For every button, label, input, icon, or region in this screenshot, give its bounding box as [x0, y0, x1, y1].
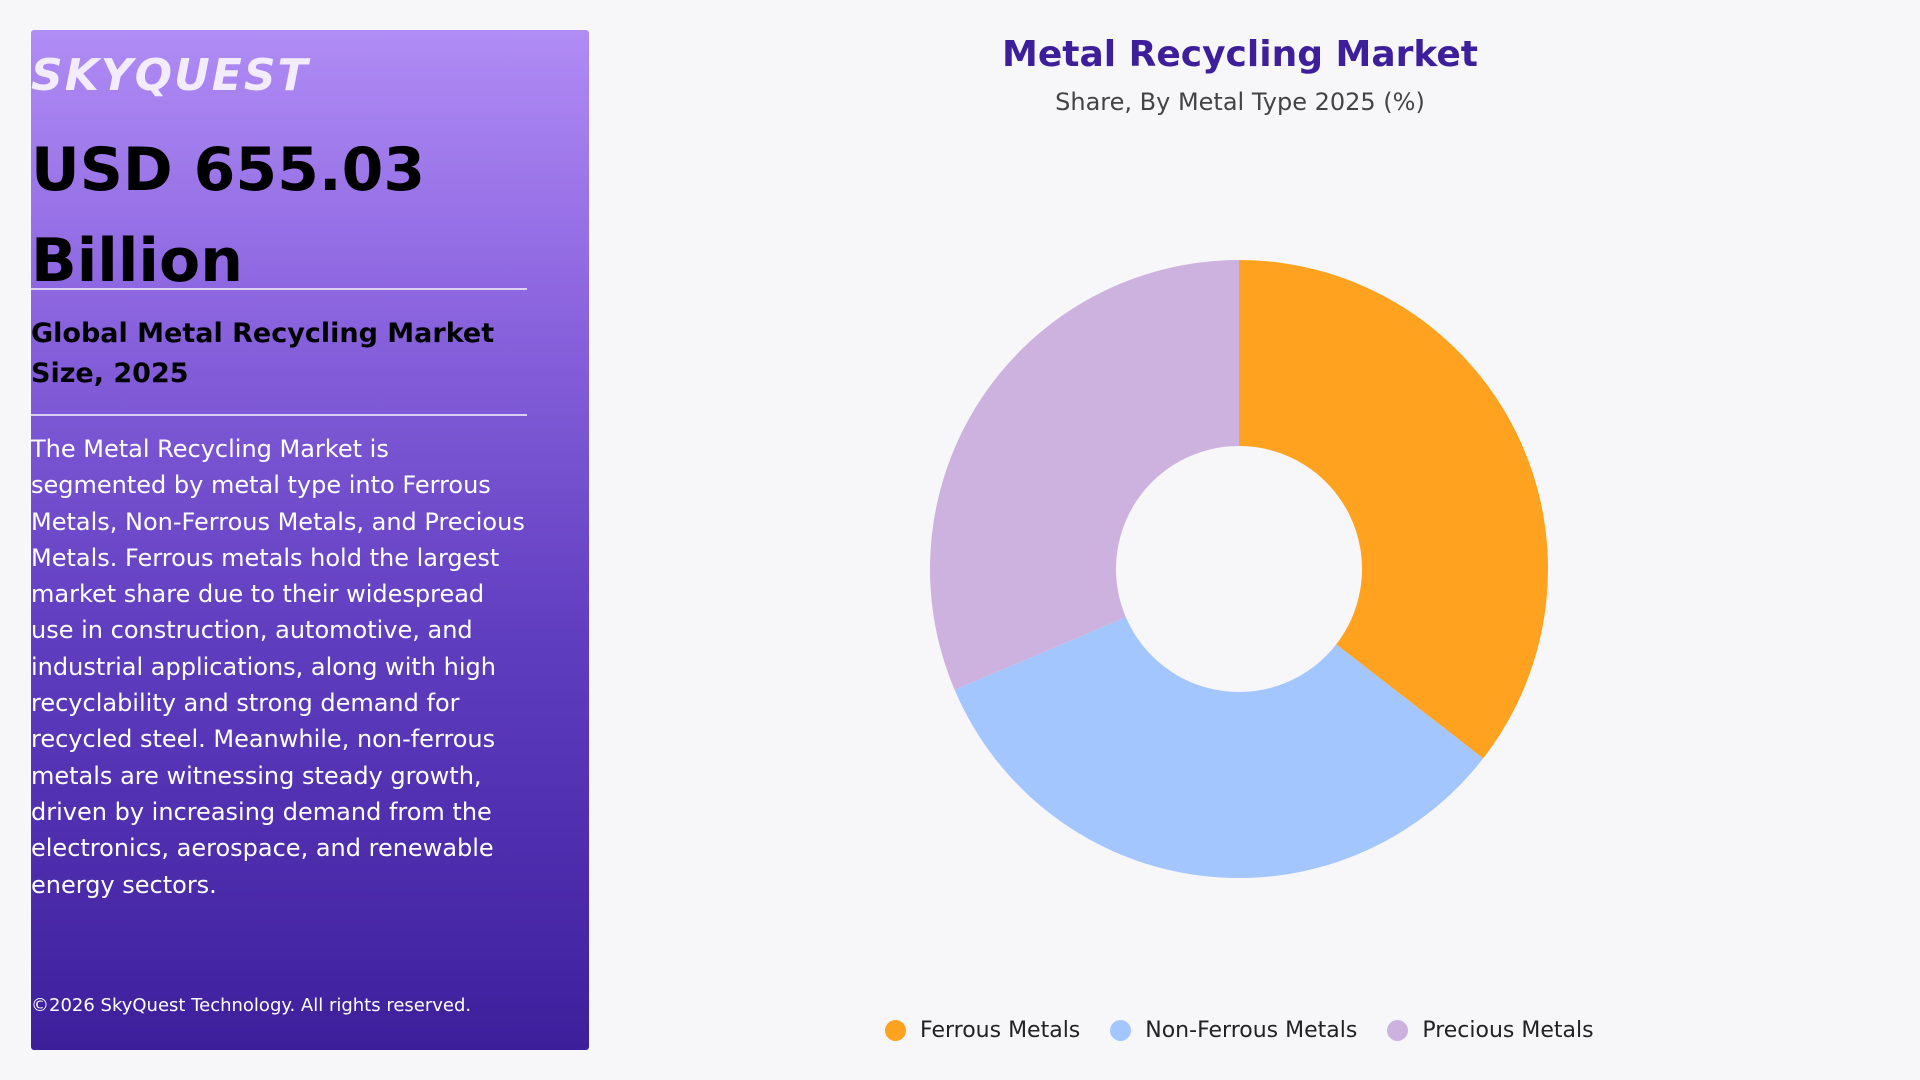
summary-panel [31, 30, 589, 1050]
market-size-label: Global Metal Recycling Market Size, 2025 [31, 318, 495, 389]
divider [31, 414, 527, 416]
legend-item-ferrous: Ferrous Metals [885, 1018, 1080, 1043]
brand-logo: SKYQUEST [31, 50, 310, 101]
chart-title: Metal Recycling Market [1002, 34, 1478, 75]
market-description: The Metal Recycling Market is segmented … [31, 435, 525, 899]
legend-swatch [885, 1020, 906, 1041]
market-size-value: USD 655.03 Billion [31, 135, 426, 296]
divider [31, 288, 527, 290]
donut-slice-ferrous-metals [1239, 260, 1549, 759]
legend-item-non-ferrous: Non-Ferrous Metals [1110, 1018, 1357, 1043]
legend-label: Non-Ferrous Metals [1145, 1018, 1358, 1043]
donut-slice-precious-metals [930, 260, 1239, 690]
legend-item-precious: Precious Metals [1387, 1018, 1594, 1043]
chart-subtitle: Share, By Metal Type 2025 (%) [1055, 88, 1425, 116]
legend-label: Precious Metals [1422, 1018, 1594, 1043]
donut-slice-non-ferrous-metals [954, 617, 1484, 879]
copyright-notice: ©2026 SkyQuest Technology. All rights re… [31, 995, 472, 1016]
legend-label: Ferrous Metals [920, 1018, 1081, 1043]
legend-swatch [1110, 1020, 1132, 1041]
legend-swatch [1387, 1020, 1409, 1041]
chart-legend: Ferrous Metals Non-Ferrous Metals Precio… [885, 1018, 1624, 1043]
